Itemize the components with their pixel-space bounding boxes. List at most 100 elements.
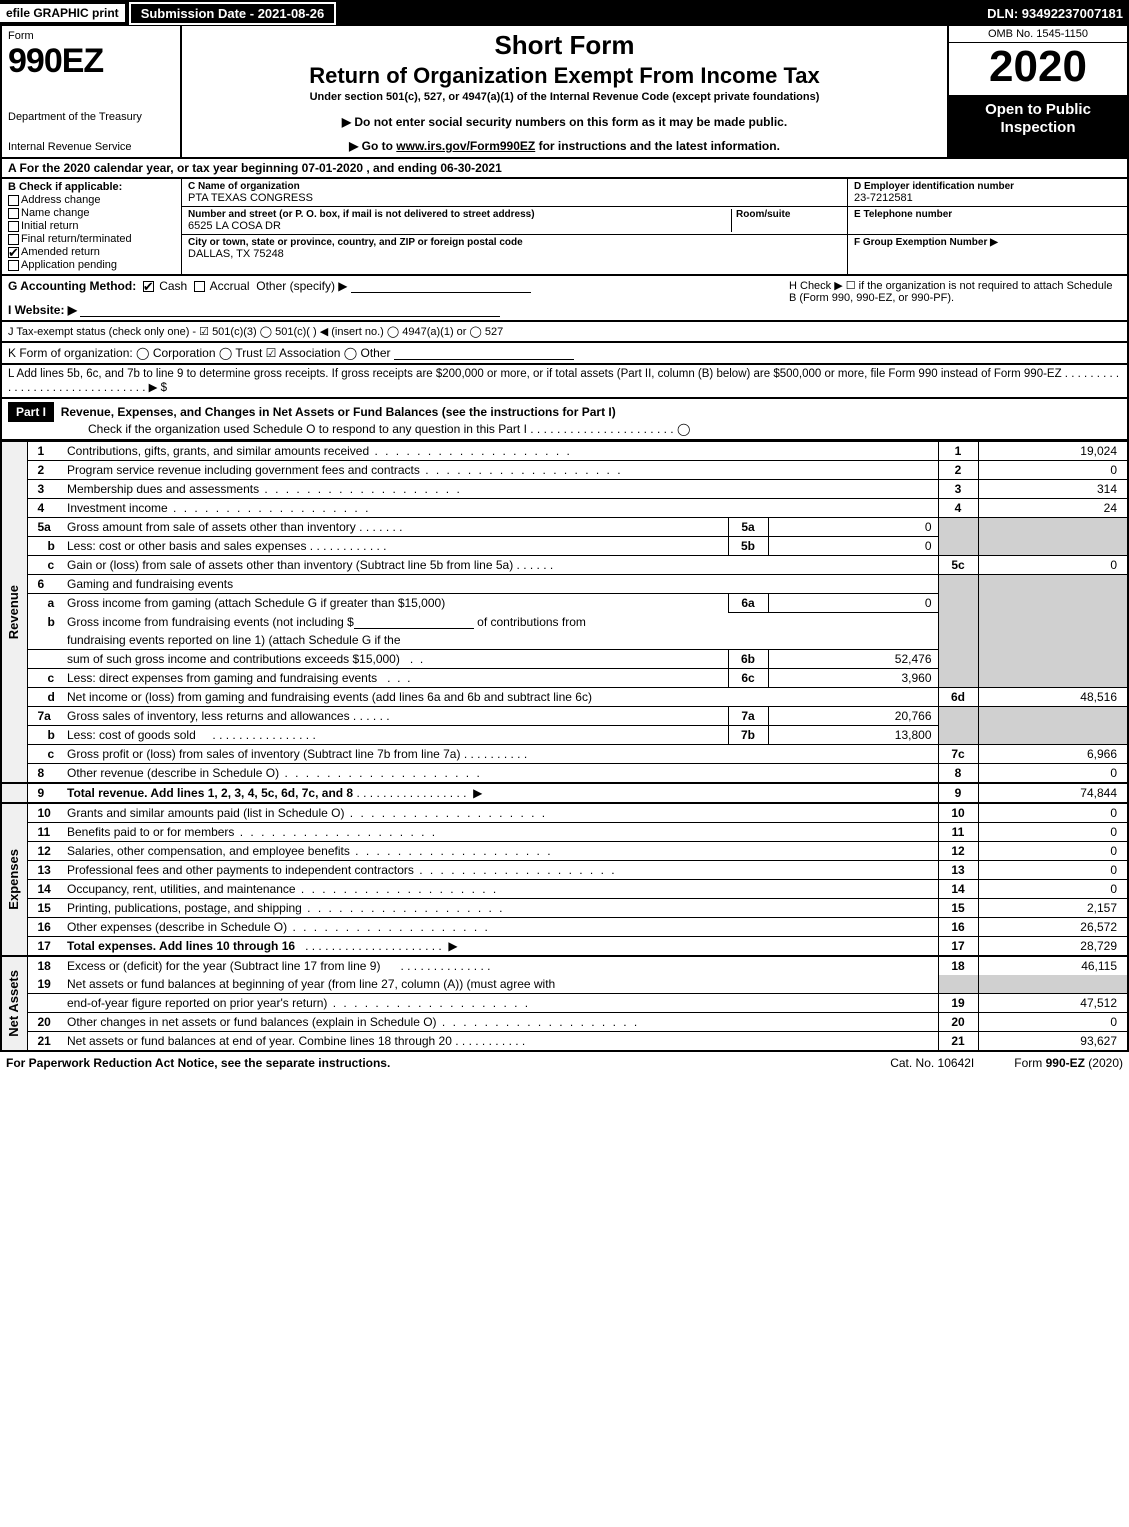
header-center: Short Form Return of Organization Exempt… xyxy=(182,26,947,157)
form-number: 990EZ xyxy=(8,42,174,81)
r-12: 12 xyxy=(938,842,978,861)
ln-9: 9 xyxy=(27,783,63,803)
ln-20: 20 xyxy=(27,1013,63,1032)
r-17: 17 xyxy=(938,937,978,957)
d-20: Other changes in net assets or fund bala… xyxy=(67,1015,437,1029)
ln-5b: b xyxy=(27,537,63,556)
cb-accrual[interactable] xyxy=(194,281,205,292)
m-6c: 6c xyxy=(728,669,768,688)
block-bcdef: B Check if applicable: Address change Na… xyxy=(0,179,1129,276)
m-6b: 6b xyxy=(728,650,768,669)
v-14: 0 xyxy=(978,880,1128,899)
room-label: Room/suite xyxy=(736,209,841,220)
revenue-tab: Revenue xyxy=(6,585,21,639)
v-16: 26,572 xyxy=(978,918,1128,937)
ln-7b: b xyxy=(27,726,63,745)
cb-initial-return[interactable]: Initial return xyxy=(8,220,175,232)
cb-name-change[interactable]: Name change xyxy=(8,207,175,219)
v-19: 47,512 xyxy=(978,994,1128,1013)
d-12: Salaries, other compensation, and employ… xyxy=(67,844,350,858)
tel-label: E Telephone number xyxy=(854,209,1121,220)
goto-link[interactable]: www.irs.gov/Form990EZ xyxy=(396,139,535,153)
d-3: Membership dues and assessments xyxy=(67,482,259,496)
d-15: Printing, publications, postage, and shi… xyxy=(67,901,302,915)
v-10: 0 xyxy=(978,803,1128,823)
d-13: Professional fees and other payments to … xyxy=(67,863,414,877)
r-4: 4 xyxy=(938,499,978,518)
cb-final-return[interactable]: Final return/terminated xyxy=(8,233,175,245)
d-6a: Gross income from gaming (attach Schedul… xyxy=(63,594,728,613)
ln-7a: 7a xyxy=(27,707,63,726)
ln-8: 8 xyxy=(27,764,63,784)
top-bar: efile GRAPHIC print Submission Date - 20… xyxy=(0,0,1129,26)
ein-label: D Employer identification number xyxy=(854,181,1121,192)
goto-pre: ▶ Go to xyxy=(349,139,396,153)
footer-center: Cat. No. 10642I xyxy=(890,1056,974,1070)
org-address: 6525 LA COSA DR xyxy=(188,220,731,232)
ln-21: 21 xyxy=(27,1032,63,1052)
ln-6a: a xyxy=(27,594,63,613)
ln-7c: c xyxy=(27,745,63,764)
i-label: I Website: ▶ xyxy=(8,303,77,317)
mv-6a: 0 xyxy=(768,594,938,613)
r-8: 8 xyxy=(938,764,978,784)
d-17: Total expenses. Add lines 10 through 16 xyxy=(67,939,295,953)
v-1: 19,024 xyxy=(978,442,1128,461)
r-6d: 6d xyxy=(938,688,978,707)
footer-right: Form 990-EZ (2020) xyxy=(1014,1056,1123,1070)
cb-cash[interactable] xyxy=(143,281,154,292)
d-7a: Gross sales of inventory, less returns a… xyxy=(67,709,350,723)
r-2: 2 xyxy=(938,461,978,480)
part1-check: Check if the organization used Schedule … xyxy=(8,422,1121,436)
m-7b: 7b xyxy=(728,726,768,745)
part1-table: Revenue 1 Contributions, gifts, grants, … xyxy=(0,441,1129,1052)
r-18: 18 xyxy=(938,956,978,975)
d-7c: Gross profit or (loss) from sales of inv… xyxy=(67,747,460,761)
dept-treasury: Department of the Treasury xyxy=(8,111,174,123)
v-17: 28,729 xyxy=(978,937,1128,957)
v-9: 74,844 xyxy=(978,783,1128,803)
form-header: Form 990EZ Department of the Treasury In… xyxy=(0,26,1129,159)
ln-1: 1 xyxy=(27,442,63,461)
row-k: K Form of organization: ◯ Corporation ◯ … xyxy=(0,343,1129,365)
ln-17: 17 xyxy=(27,937,63,957)
part1-title: Revenue, Expenses, and Changes in Net As… xyxy=(61,405,616,419)
ln-13: 13 xyxy=(27,861,63,880)
h-text: H Check ▶ ☐ if the organization is not r… xyxy=(781,279,1121,317)
goto-post: for instructions and the latest informat… xyxy=(535,139,780,153)
c-addr-label: Number and street (or P. O. box, if mail… xyxy=(188,209,731,220)
form-word: Form xyxy=(8,30,174,42)
mv-6c: 3,960 xyxy=(768,669,938,688)
ln-6: 6 xyxy=(27,575,63,594)
ln-5c: c xyxy=(27,556,63,575)
efile-label: efile GRAPHIC print xyxy=(0,4,125,22)
cb-amended-return[interactable]: Amended return xyxy=(8,246,175,258)
d-19b: end-of-year figure reported on prior yea… xyxy=(67,996,327,1010)
mv-5b: 0 xyxy=(768,537,938,556)
goto-note: ▶ Go to www.irs.gov/Form990EZ for instru… xyxy=(190,139,939,153)
d-5c: Gain or (loss) from sale of assets other… xyxy=(67,558,513,572)
cb-address-change[interactable]: Address change xyxy=(8,194,175,206)
row-l: L Add lines 5b, 6c, and 7b to line 9 to … xyxy=(0,365,1129,399)
col-c: C Name of organization PTA TEXAS CONGRES… xyxy=(182,179,847,274)
r-13: 13 xyxy=(938,861,978,880)
v-11: 0 xyxy=(978,823,1128,842)
submission-date: Submission Date - 2021-08-26 xyxy=(129,2,337,25)
ln-2: 2 xyxy=(27,461,63,480)
r-16: 16 xyxy=(938,918,978,937)
footer-left: For Paperwork Reduction Act Notice, see … xyxy=(6,1056,390,1070)
cb-application-pending[interactable]: Application pending xyxy=(8,259,175,271)
d-2: Program service revenue including govern… xyxy=(67,463,420,477)
line-a: A For the 2020 calendar year, or tax yea… xyxy=(0,159,1129,179)
page-footer: For Paperwork Reduction Act Notice, see … xyxy=(0,1052,1129,1074)
d-18: Excess or (deficit) for the year (Subtra… xyxy=(67,959,380,973)
d-10: Grants and similar amounts paid (list in… xyxy=(67,806,344,820)
ln-5a: 5a xyxy=(27,518,63,537)
d-6: Gaming and fundraising events xyxy=(63,575,938,594)
ein-value: 23-7212581 xyxy=(854,192,1121,204)
r-1: 1 xyxy=(938,442,978,461)
r-5c: 5c xyxy=(938,556,978,575)
v-8: 0 xyxy=(978,764,1128,784)
m-6a: 6a xyxy=(728,594,768,613)
m-5b: 5b xyxy=(728,537,768,556)
